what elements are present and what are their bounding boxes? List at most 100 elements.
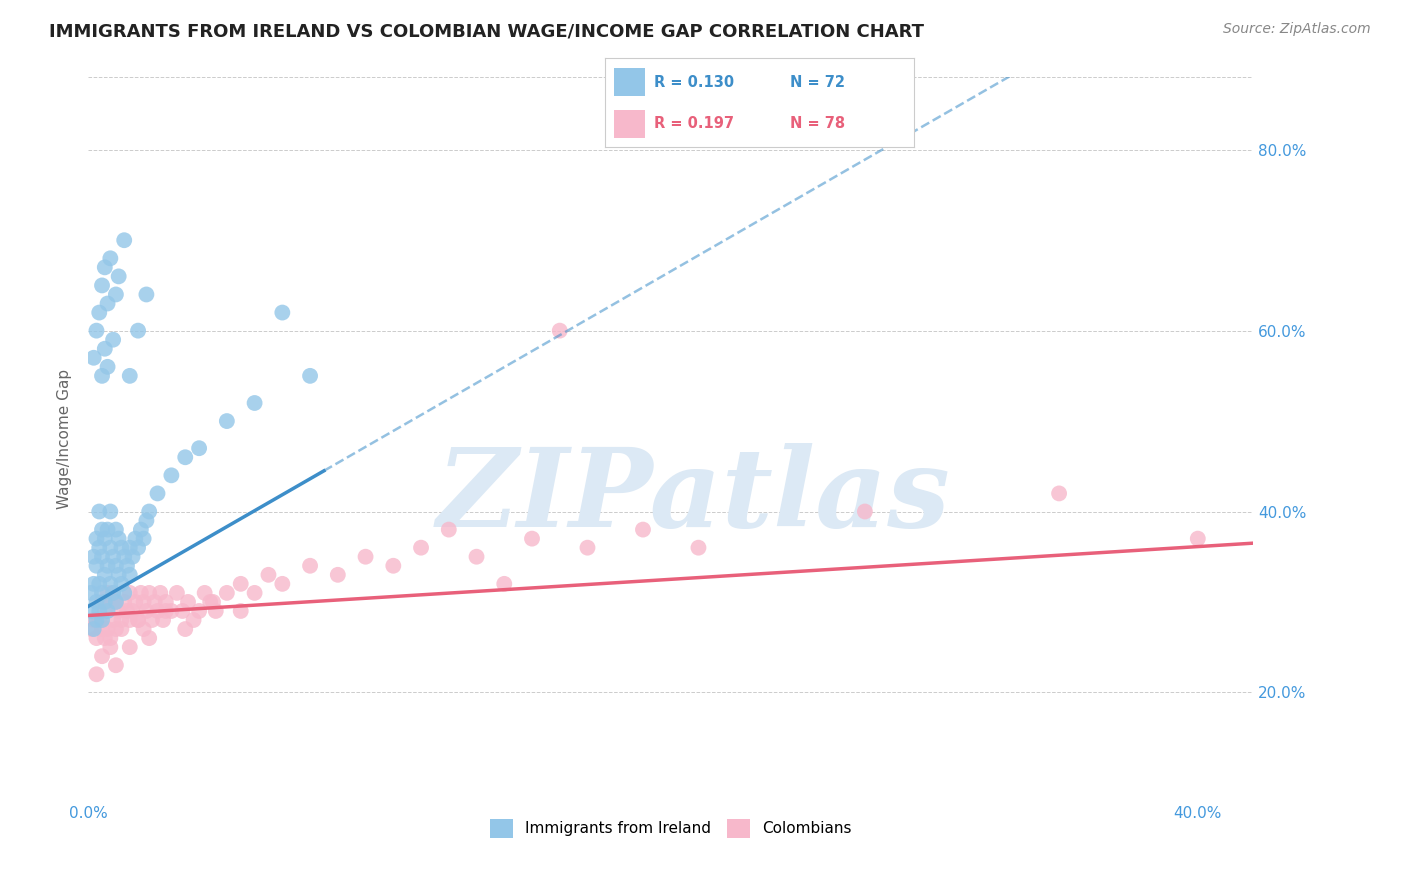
Point: [135, 287, 157, 301]
Point: [1047, 486, 1070, 500]
Legend: Immigrants from Ireland, Colombians: Immigrants from Ireland, Colombians: [484, 813, 858, 844]
Point: [149, 586, 172, 600]
Point: [132, 532, 155, 546]
Point: [326, 567, 349, 582]
Point: [98, 504, 121, 518]
Point: [83, 577, 105, 591]
Point: [112, 233, 135, 247]
Point: [89, 305, 111, 319]
Point: [112, 595, 135, 609]
Point: [94, 260, 117, 275]
Point: [127, 541, 149, 555]
Point: [91, 549, 114, 564]
Point: [409, 541, 432, 555]
Point: [110, 577, 132, 591]
Point: [98, 595, 121, 609]
Point: [104, 622, 127, 636]
Point: [124, 595, 146, 609]
Point: [110, 541, 132, 555]
Point: [97, 359, 120, 374]
Point: [229, 577, 252, 591]
Point: [101, 613, 124, 627]
Point: [98, 541, 121, 555]
Point: [853, 504, 876, 518]
Text: R = 0.197: R = 0.197: [654, 117, 734, 131]
Point: [83, 351, 105, 365]
Point: [174, 622, 197, 636]
Point: [104, 595, 127, 609]
Text: R = 0.130: R = 0.130: [654, 75, 734, 89]
Point: [98, 252, 121, 266]
Point: [194, 586, 217, 600]
Text: ZIPatlas: ZIPatlas: [437, 443, 950, 550]
Point: [94, 342, 117, 356]
Point: [91, 523, 114, 537]
Point: [155, 595, 177, 609]
Text: N = 78: N = 78: [790, 117, 845, 131]
Point: [576, 541, 599, 555]
Point: [83, 622, 105, 636]
Bar: [614, 110, 645, 138]
Point: [101, 549, 124, 564]
Point: [89, 604, 111, 618]
Point: [86, 667, 108, 681]
Point: [94, 595, 117, 609]
Point: [112, 549, 135, 564]
Bar: [614, 68, 645, 96]
Point: [94, 567, 117, 582]
Point: [118, 368, 141, 383]
Point: [101, 586, 124, 600]
Point: [200, 595, 222, 609]
Point: [110, 622, 132, 636]
Point: [91, 586, 114, 600]
Point: [98, 640, 121, 655]
Point: [127, 613, 149, 627]
Text: N = 72: N = 72: [790, 75, 845, 89]
Point: [118, 541, 141, 555]
Point: [118, 567, 141, 582]
Point: [271, 577, 294, 591]
Point: [118, 613, 141, 627]
Point: [104, 595, 127, 609]
Point: [1187, 532, 1209, 546]
Point: [155, 604, 177, 618]
Point: [115, 558, 138, 573]
Point: [110, 613, 132, 627]
Point: [121, 549, 143, 564]
Point: [83, 613, 105, 627]
Point: [299, 368, 322, 383]
Point: [121, 604, 143, 618]
Point: [135, 604, 157, 618]
Point: [80, 604, 103, 618]
Point: [465, 549, 488, 564]
Point: [86, 595, 108, 609]
Point: [257, 567, 280, 582]
Point: [91, 368, 114, 383]
Point: [183, 613, 205, 627]
Point: [129, 523, 152, 537]
Y-axis label: Wage/Income Gap: Wage/Income Gap: [58, 369, 72, 509]
Point: [215, 414, 238, 428]
Point: [201, 595, 224, 609]
Point: [354, 549, 377, 564]
Point: [89, 504, 111, 518]
Point: [107, 532, 129, 546]
Point: [129, 586, 152, 600]
Point: [177, 595, 200, 609]
Point: [382, 558, 405, 573]
Point: [172, 604, 194, 618]
Point: [86, 613, 108, 627]
Point: [98, 577, 121, 591]
Point: [115, 604, 138, 618]
Point: [188, 441, 211, 455]
Point: [97, 296, 120, 310]
Point: [94, 532, 117, 546]
Text: IMMIGRANTS FROM IRELAND VS COLOMBIAN WAGE/INCOME GAP CORRELATION CHART: IMMIGRANTS FROM IRELAND VS COLOMBIAN WAG…: [49, 22, 924, 40]
Point: [107, 269, 129, 284]
Point: [101, 333, 124, 347]
Point: [80, 622, 103, 636]
Point: [204, 604, 226, 618]
Point: [86, 558, 108, 573]
Point: [101, 586, 124, 600]
Point: [146, 486, 169, 500]
